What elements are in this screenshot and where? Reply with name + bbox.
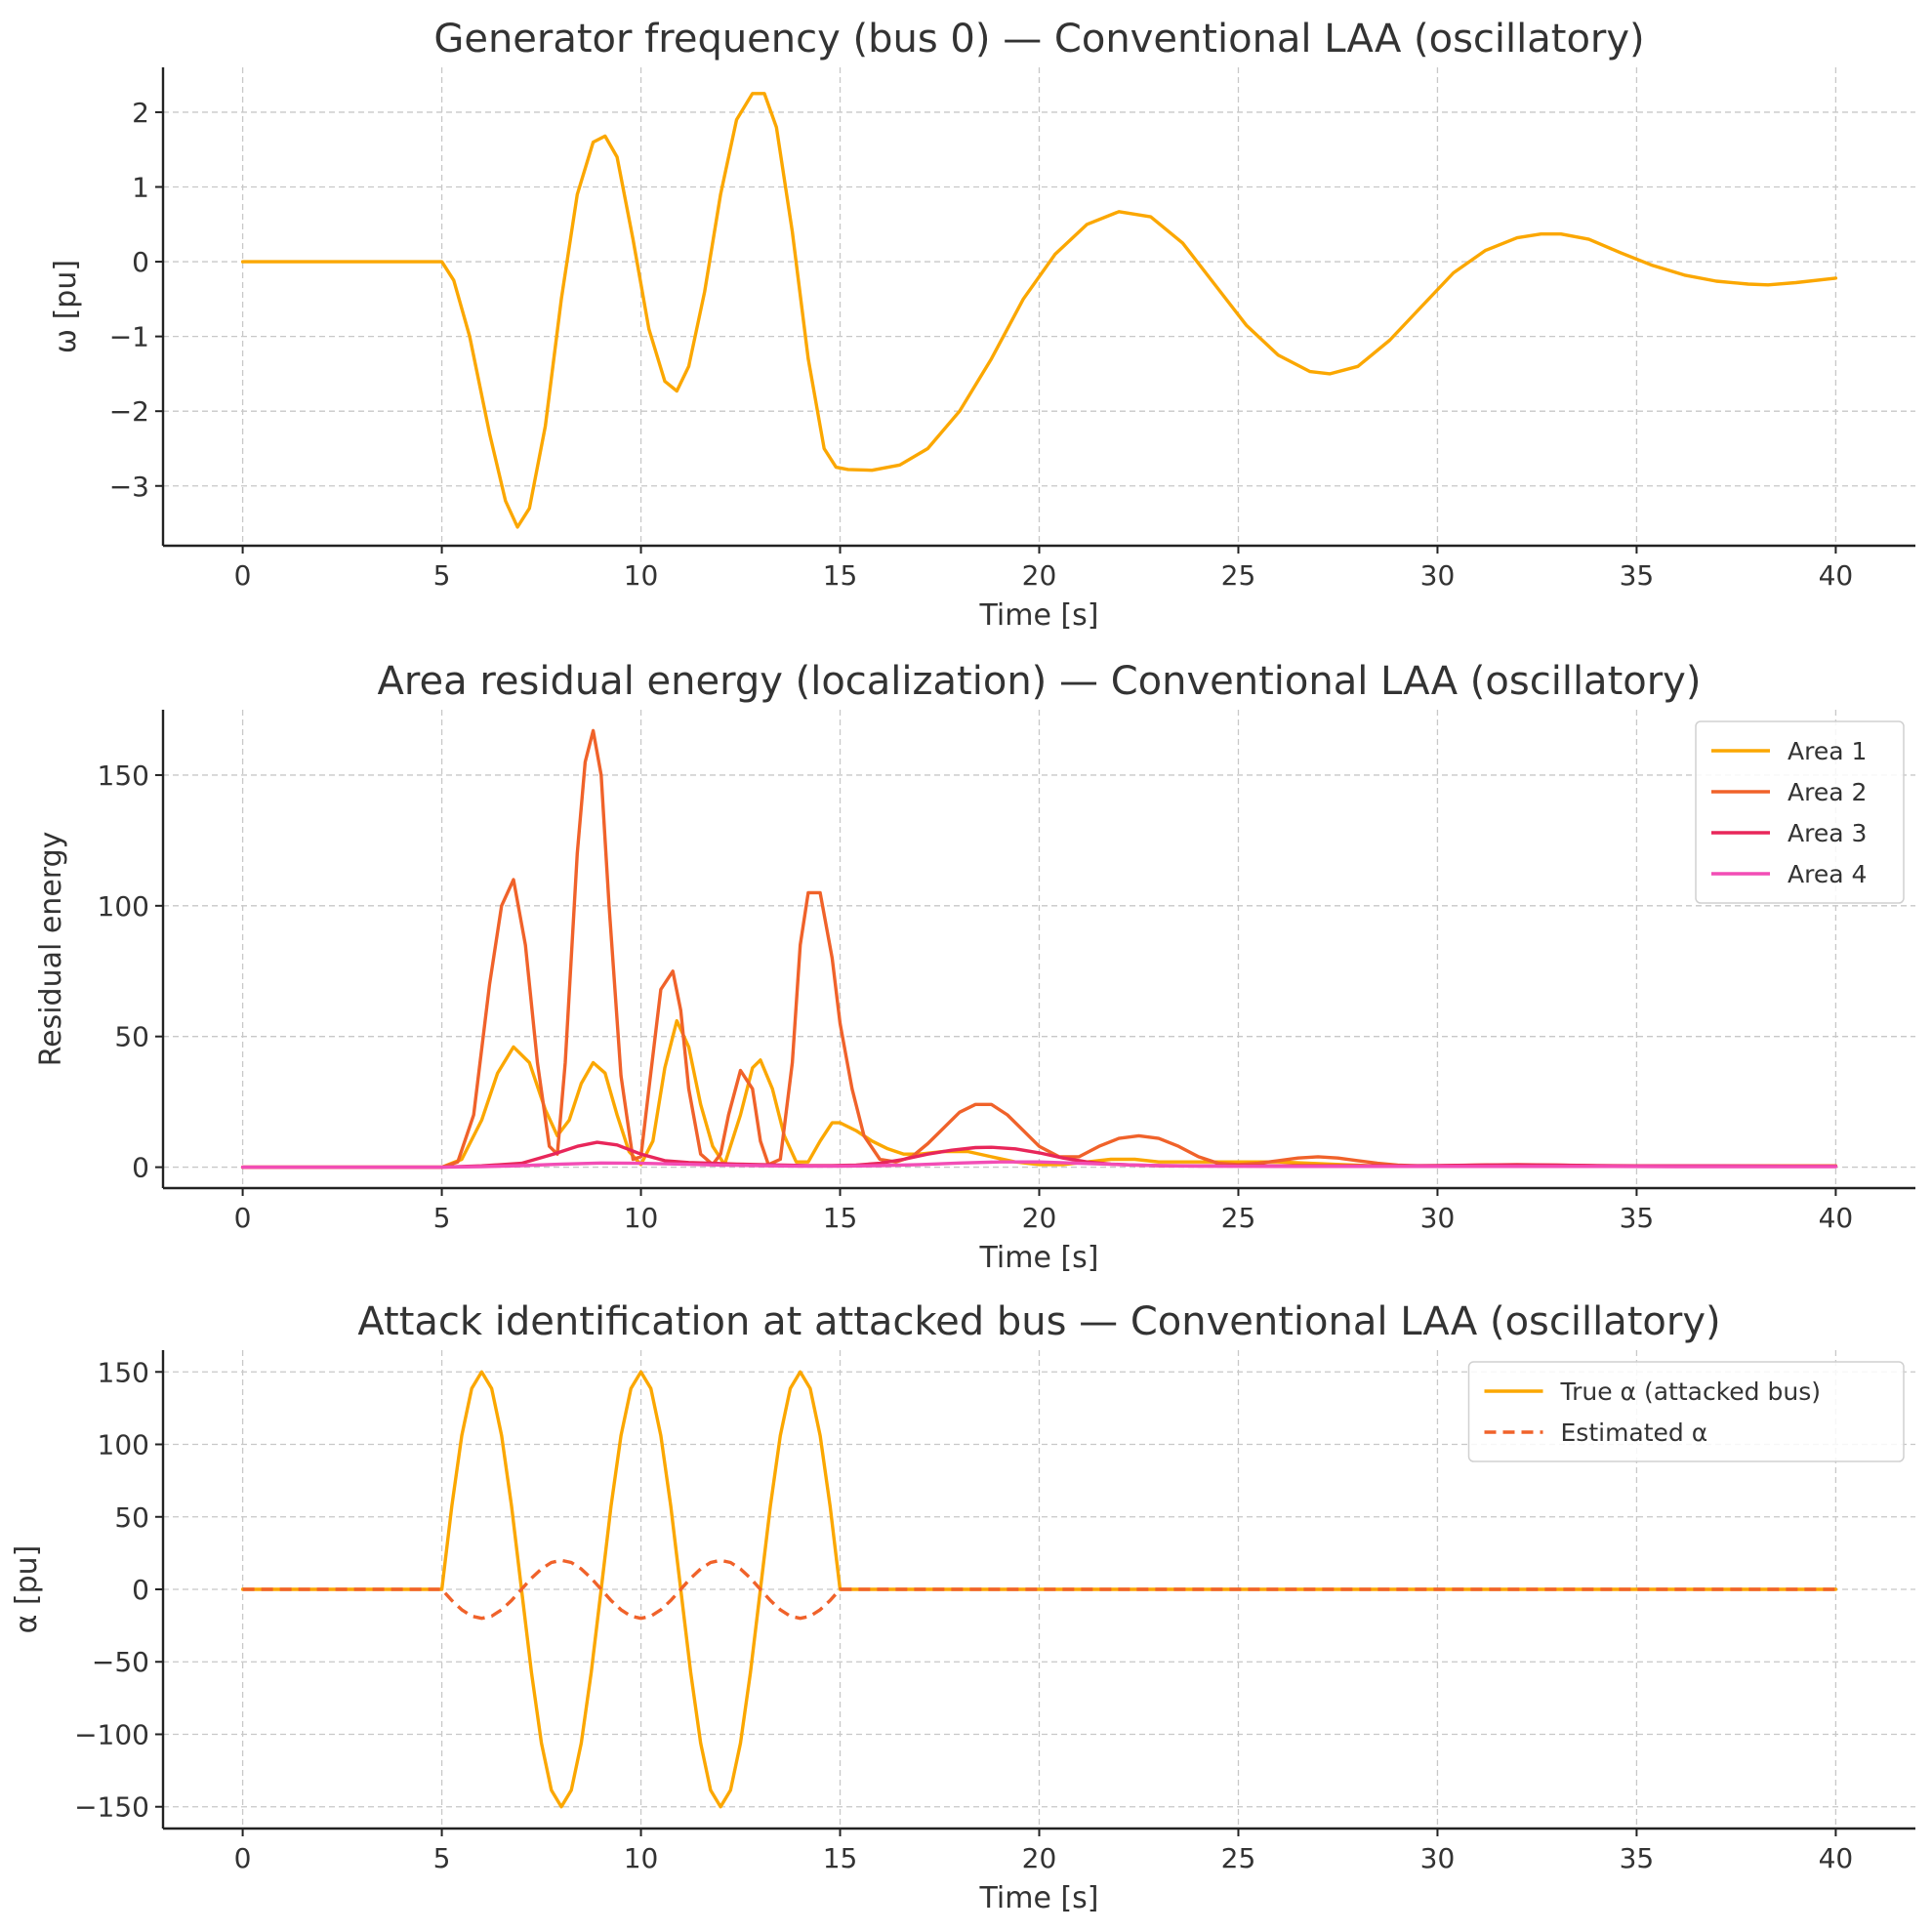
y-tick-label: 0 xyxy=(132,246,149,278)
legend-label: Area 3 xyxy=(1788,819,1867,847)
x-tick-label: 40 xyxy=(1819,1842,1854,1874)
y-axis-label: Residual energy xyxy=(34,832,68,1067)
y-tick-label: 2 xyxy=(132,97,149,129)
y-tick-label: 0 xyxy=(132,1574,149,1606)
x-tick-label: 5 xyxy=(433,1202,451,1234)
chart-1: 0 5 10 15 20 25 30 35 40 −3 −2 −1 0 1 2 Generator frequ… xyxy=(49,17,1915,633)
x-tick-label: 30 xyxy=(1420,1842,1456,1874)
chart-title: Attack identification at attacked bus — … xyxy=(357,1299,1720,1344)
y-tick-label: 50 xyxy=(114,1021,149,1053)
x-tick-label: 35 xyxy=(1620,1842,1655,1874)
y-tick-label: −150 xyxy=(74,1791,149,1824)
y-tick-label: 50 xyxy=(114,1501,149,1534)
chart-3: 0 5 10 15 20 25 30 35 40 −150 −100 −50 0 50 100 150 Atta… xyxy=(10,1299,1915,1915)
y-tick-label: 150 xyxy=(98,760,149,792)
y-tick-label: 100 xyxy=(98,1429,149,1461)
x-tick-label: 30 xyxy=(1420,559,1456,592)
legend-frame xyxy=(1467,1361,1905,1462)
x-tick-label: 20 xyxy=(1022,1202,1057,1234)
x-tick-label: 15 xyxy=(823,559,858,592)
legend: True α (attacked bus) Estimated α xyxy=(1467,1361,1905,1462)
x-axis-label: Time [s] xyxy=(979,598,1099,633)
x-tick-label: 40 xyxy=(1819,1202,1854,1234)
x-tick-label: 30 xyxy=(1420,1202,1456,1234)
x-axis-label: Time [s] xyxy=(979,1881,1099,1915)
x-tick-label: 0 xyxy=(234,559,252,592)
x-tick-label: 40 xyxy=(1819,559,1854,592)
legend-label: True α (attacked bus) xyxy=(1560,1377,1822,1406)
chart-title: Area residual energy (localization) — Co… xyxy=(378,659,1702,704)
y-tick-label: 100 xyxy=(98,890,149,923)
y-tick-label: 150 xyxy=(98,1356,149,1388)
y-tick-label: −1 xyxy=(109,321,149,353)
x-tick-label: 15 xyxy=(823,1842,858,1874)
x-tick-label: 25 xyxy=(1221,1202,1256,1234)
x-tick-label: 25 xyxy=(1221,1842,1256,1874)
x-tick-label: 0 xyxy=(234,1842,252,1874)
x-tick-label: 25 xyxy=(1221,559,1256,592)
x-tick-label: 10 xyxy=(624,1842,659,1874)
x-tick-label: 0 xyxy=(234,1202,252,1234)
chart-2: 0 5 10 15 20 25 30 35 40 0 50 100 150 Area residual e… xyxy=(34,659,1915,1275)
chart-title: Generator frequency (bus 0) — Convention… xyxy=(433,17,1644,62)
x-tick-label: 20 xyxy=(1022,559,1057,592)
legend-label: Area 2 xyxy=(1788,778,1867,806)
y-axis-label: α [pu] xyxy=(10,1545,44,1634)
y-tick-label: −100 xyxy=(74,1718,149,1750)
series-line-estimated xyxy=(242,1558,1836,1621)
y-axis-label: ω [pu] xyxy=(49,260,83,353)
y-tick-label: −50 xyxy=(92,1646,149,1678)
x-tick-label: 5 xyxy=(433,1842,451,1874)
x-tick-label: 15 xyxy=(823,1202,858,1234)
series-line-area-2 xyxy=(240,728,1838,1170)
series-line-area-4 xyxy=(240,1160,1838,1170)
x-tick-label: 5 xyxy=(433,559,451,592)
x-tick-label: 20 xyxy=(1022,1842,1057,1874)
x-tick-label: 35 xyxy=(1620,1202,1655,1234)
legend-label: Estimated α xyxy=(1561,1418,1708,1447)
y-tick-label: −2 xyxy=(109,395,149,428)
y-tick-label: 1 xyxy=(132,172,149,204)
y-tick-label: −3 xyxy=(109,471,149,503)
legend: Area 1 Area 2 Area 3 Area 4 xyxy=(1695,720,1905,904)
y-tick-label: 0 xyxy=(132,1152,149,1184)
x-tick-label: 10 xyxy=(624,559,659,592)
x-tick-label: 10 xyxy=(624,1202,659,1234)
x-axis-label: Time [s] xyxy=(979,1241,1099,1275)
legend-frame xyxy=(1695,720,1905,904)
series-line-true-attacked-bus xyxy=(240,1370,1838,1809)
legend-label: Area 1 xyxy=(1788,737,1867,765)
x-tick-label: 35 xyxy=(1620,559,1655,592)
legend-label: Area 4 xyxy=(1788,860,1867,888)
series-line-1 xyxy=(240,92,1838,529)
